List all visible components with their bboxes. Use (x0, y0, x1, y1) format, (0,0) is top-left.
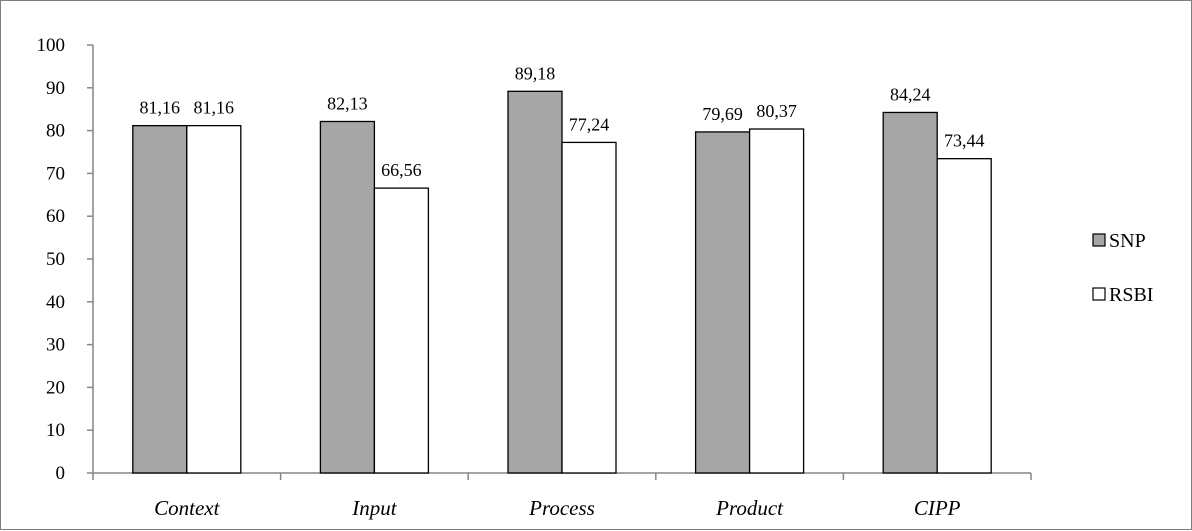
bar-snp-process (507, 90, 563, 474)
y-tick-label: 10 (46, 420, 65, 441)
x-category-label: Input (351, 496, 397, 520)
y-tick-label: 50 (46, 249, 65, 270)
data-label: 84,24 (890, 84, 931, 104)
bar-rsbi-cipp (936, 158, 992, 474)
legend-label-snp: SNP (1109, 230, 1146, 252)
data-label: 81,16 (140, 98, 181, 118)
bar-snp-input (319, 120, 376, 474)
bar-rsbi-process (561, 141, 617, 474)
data-label: 89,18 (515, 63, 556, 83)
bar-rsbi-product (748, 128, 805, 474)
y-tick-label: 0 (56, 463, 66, 484)
y-tick-label: 80 (46, 121, 65, 142)
y-tick-label: 60 (46, 206, 65, 227)
legend-label-rsbi: RSBI (1109, 284, 1153, 306)
data-label: 82,13 (327, 93, 368, 113)
bar-snp-product (694, 131, 751, 474)
y-tick-label: 40 (46, 292, 65, 313)
legend-swatch-rsbi (1092, 287, 1106, 301)
y-tick-label: 70 (46, 163, 65, 184)
x-category-label: Process (528, 496, 595, 520)
bar-rsbi-input (373, 187, 430, 474)
data-label: 66,56 (381, 160, 422, 180)
x-category-label: Context (154, 496, 220, 520)
bar-snp-cipp (882, 111, 938, 474)
data-label: 81,16 (194, 98, 235, 118)
data-label: 73,44 (944, 131, 985, 151)
x-category-label: CIPP (914, 496, 961, 520)
y-tick-label: 100 (37, 35, 66, 56)
y-tick-label: 30 (46, 335, 65, 356)
data-label: 79,69 (702, 104, 743, 124)
y-tick-label: 90 (46, 78, 65, 99)
data-label: 80,37 (756, 101, 797, 121)
legend-swatch-snp (1092, 233, 1106, 247)
bar-snp-context (132, 124, 188, 474)
x-category-label: Product (715, 496, 784, 520)
y-tick-label: 20 (46, 377, 65, 398)
data-label: 77,24 (569, 114, 610, 134)
bar-rsbi-context (186, 124, 242, 474)
